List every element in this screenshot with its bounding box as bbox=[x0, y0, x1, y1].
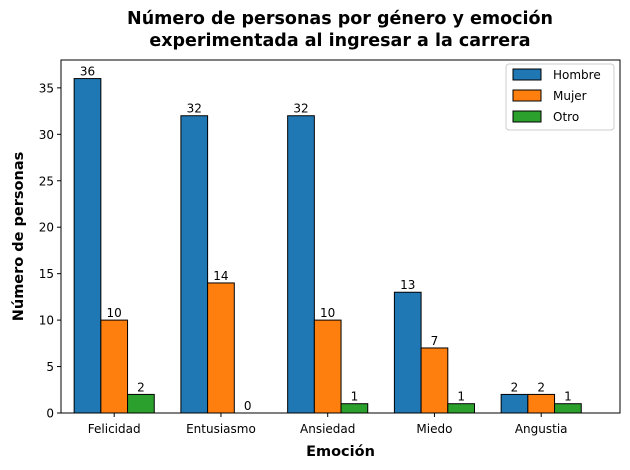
bar-angustia-mujer bbox=[527, 393, 556, 414]
chart-title-line-2: experimentada al ingresar a la carrera bbox=[149, 31, 531, 51]
y-tick-label: 15 bbox=[39, 267, 54, 281]
bars-group bbox=[73, 78, 582, 414]
x-tick-label-entusiasmo: Entusiasmo bbox=[186, 422, 256, 436]
bar-felicidad-otro bbox=[127, 393, 155, 414]
x-tick-label-ansiedad: Ansiedad bbox=[300, 422, 355, 436]
legend: Hombre Mujer Otro bbox=[505, 63, 615, 131]
bar-felicidad-mujer bbox=[100, 319, 129, 414]
data-label-miedo-otro: 1 bbox=[457, 390, 465, 404]
data-label-angustia-mujer: 2 bbox=[537, 380, 545, 394]
y-tick-label: 5 bbox=[46, 360, 54, 374]
y-tick-label: 20 bbox=[39, 221, 54, 235]
data-label-entusiasmo-otro: 0 bbox=[244, 399, 252, 413]
y-tick-label: 10 bbox=[39, 314, 54, 328]
bar-miedo-mujer bbox=[420, 347, 449, 414]
data-label-felicidad-hombre: 36 bbox=[80, 65, 95, 79]
bar-angustia-hombre bbox=[500, 393, 529, 414]
legend-label-hombre: Hombre bbox=[553, 68, 601, 82]
x-tick-label-angustia: Angustia bbox=[515, 422, 568, 436]
legend-label-otro: Otro bbox=[553, 110, 579, 124]
data-label-angustia-hombre: 2 bbox=[511, 380, 519, 394]
chart-title: Número de personas por género y emoción … bbox=[60, 8, 620, 52]
x-tick-label-felicidad: Felicidad bbox=[88, 422, 141, 436]
y-tick-label: 25 bbox=[39, 174, 54, 188]
bar-ansiedad-mujer bbox=[313, 319, 342, 414]
y-tick-label: 35 bbox=[39, 81, 54, 95]
bar-miedo-otro bbox=[447, 403, 475, 414]
data-label-entusiasmo-mujer: 14 bbox=[213, 269, 228, 283]
plot-frame bbox=[60, 59, 621, 414]
legend-swatch-mujer bbox=[512, 89, 542, 102]
data-label-entusiasmo-hombre: 32 bbox=[187, 102, 202, 116]
data-label-ansiedad-hombre: 32 bbox=[293, 102, 308, 116]
y-tick-label: 30 bbox=[39, 128, 54, 142]
bar-entusiasmo-mujer bbox=[207, 282, 235, 414]
bar-angustia-otro bbox=[554, 403, 582, 414]
bar-felicidad-hombre bbox=[73, 78, 102, 414]
y-axis: 0 5 10 15 20 25 30 35 bbox=[39, 81, 61, 421]
y-tick-label: 0 bbox=[46, 407, 54, 421]
data-label-ansiedad-otro: 1 bbox=[351, 390, 359, 404]
data-label-felicidad-otro: 2 bbox=[137, 380, 145, 394]
data-label-miedo-hombre: 13 bbox=[400, 278, 415, 292]
x-tick-label-miedo: Miedo bbox=[416, 422, 452, 436]
y-axis-label: Número de personas bbox=[11, 152, 27, 322]
x-axis-label: Emoción bbox=[306, 444, 375, 460]
bar-ansiedad-otro bbox=[340, 403, 369, 414]
data-label-miedo-mujer: 7 bbox=[431, 334, 439, 348]
data-label-ansiedad-mujer: 10 bbox=[320, 306, 335, 320]
bar-entusiasmo-hombre bbox=[180, 115, 209, 414]
bar-miedo-hombre bbox=[393, 291, 422, 414]
chart-title-line-1: Número de personas por género y emoción bbox=[127, 9, 553, 29]
bar-ansiedad-hombre bbox=[287, 115, 315, 414]
data-label-felicidad-mujer: 10 bbox=[107, 306, 122, 320]
legend-swatch-otro bbox=[512, 110, 542, 123]
legend-label-mujer: Mujer bbox=[553, 89, 587, 103]
data-label-angustia-otro: 1 bbox=[564, 390, 572, 404]
legend-swatch-hombre bbox=[512, 68, 542, 81]
data-labels-group: 36 10 2 32 14 0 32 10 1 13 7 1 2 2 1 bbox=[80, 65, 572, 413]
x-axis: Felicidad Entusiasmo Ansiedad Miedo Angustia bbox=[88, 413, 568, 436]
